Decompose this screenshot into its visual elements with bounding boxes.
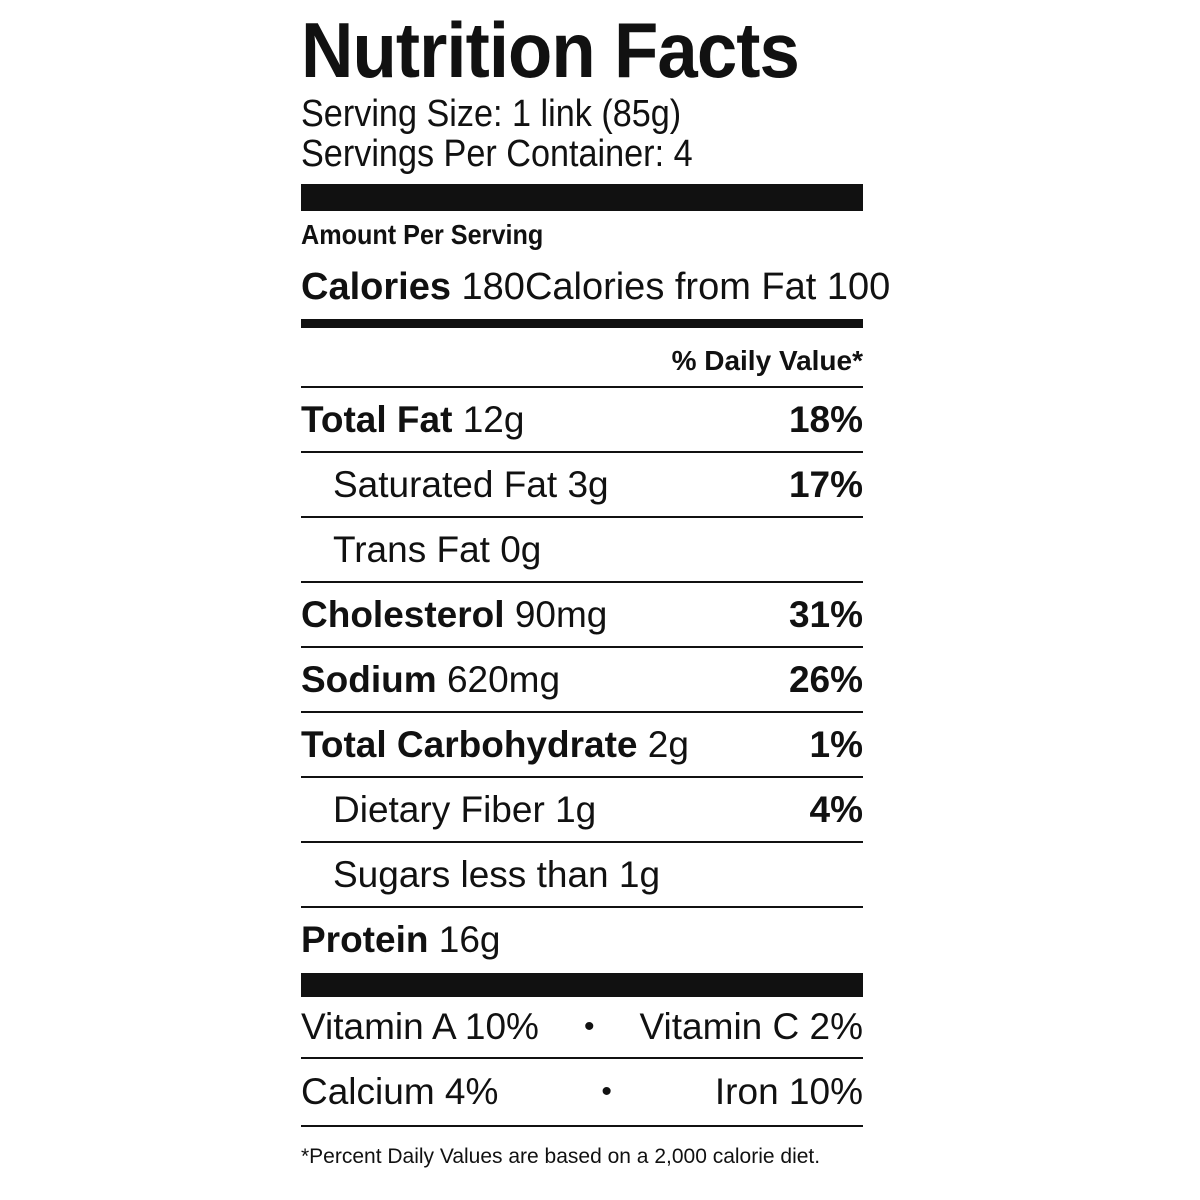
- iron: Iron 10%: [714, 1071, 863, 1112]
- nutrient-row-sodium: Sodium 620mg 26%: [301, 648, 863, 713]
- nutrient-dv: 17%: [788, 463, 863, 505]
- nutrient-row-sugars: Sugars less than 1g: [301, 843, 863, 908]
- footnote: *Percent Daily Values are based on a 2,0…: [301, 1145, 821, 1168]
- nutrient-row-total-fat: Total Fat 12g 18%: [301, 388, 863, 453]
- nutrient-amount: 90mg: [514, 593, 608, 635]
- nutrient-dv: 18%: [788, 398, 863, 440]
- nutrient-row-saturated-fat: Saturated Fat 3g 17%: [301, 453, 863, 518]
- nutrient-amount: 620mg: [446, 658, 561, 700]
- vitamin-row: Calcium 4% • Iron 10%: [301, 1059, 863, 1127]
- nutrient-dv: 4%: [809, 788, 863, 830]
- nutrient-row-total-carbohydrate: Total Carbohydrate 2g 1%: [301, 713, 863, 778]
- nutrient-amount: 2g: [647, 723, 689, 765]
- nutrient-label: Trans Fat: [333, 528, 490, 570]
- vitamin-a: Vitamin A 10%: [301, 1006, 539, 1047]
- nutrient-label: Total Carbohydrate: [301, 723, 638, 765]
- calories-row: Calories 180 Calories from Fat 100: [301, 255, 890, 319]
- nutrient-amount: 16g: [438, 918, 501, 960]
- serving-size: Serving Size: 1 link (85g): [301, 93, 682, 135]
- calories-label: Calories: [301, 266, 451, 308]
- nutrient-row-protein: Protein 16g: [301, 908, 863, 971]
- nutrient-row-trans-fat: Trans Fat 0g: [301, 518, 863, 583]
- nutrient-label: Saturated Fat: [333, 463, 558, 505]
- amount-per-serving: Amount Per Serving: [301, 219, 544, 250]
- nutrient-amount: 0g: [500, 528, 542, 570]
- vitamin-row: Vitamin A 10% • Vitamin C 2%: [301, 997, 863, 1059]
- nutrient-row-dietary-fiber: Dietary Fiber 1g 4%: [301, 778, 863, 843]
- calories-value: 180: [461, 266, 525, 308]
- label-title: Nutrition Facts: [301, 6, 800, 94]
- calories-from-fat: Calories from Fat 100: [524, 266, 891, 308]
- nutrient-label: Total Fat: [301, 398, 453, 440]
- nutrient-label: Cholesterol: [301, 593, 505, 635]
- nutrient-label: Dietary Fiber: [333, 788, 545, 830]
- nutrient-dv: 1%: [809, 723, 863, 765]
- nutrient-label: Sugars less than: [333, 853, 609, 895]
- nutrient-amount: 3g: [567, 463, 609, 505]
- nutrient-amount: 1g: [555, 788, 597, 830]
- nutrient-dv: 31%: [788, 593, 863, 635]
- thick-divider: [301, 184, 863, 211]
- medium-divider: [301, 319, 863, 328]
- thick-divider: [301, 973, 863, 997]
- nutrition-label: Nutrition Facts Serving Size: 1 link (85…: [301, 6, 890, 1169]
- bullet-separator: •: [583, 1010, 595, 1043]
- nutrient-row-cholesterol: Cholesterol 90mg 31%: [301, 583, 863, 648]
- nutrient-amount: 1g: [618, 853, 661, 895]
- nutrient-label: Sodium: [301, 658, 437, 700]
- bullet-separator: •: [601, 1075, 612, 1108]
- nutrient-label: Protein: [301, 918, 429, 960]
- nutrient-dv: 26%: [788, 658, 863, 700]
- nutrient-amount: 12g: [462, 398, 525, 440]
- calcium: Calcium 4%: [301, 1071, 499, 1112]
- daily-value-header: % Daily Value*: [301, 328, 863, 388]
- vitamin-c: Vitamin C 2%: [639, 1006, 863, 1047]
- servings-per-container: Servings Per Container: 4: [301, 133, 693, 175]
